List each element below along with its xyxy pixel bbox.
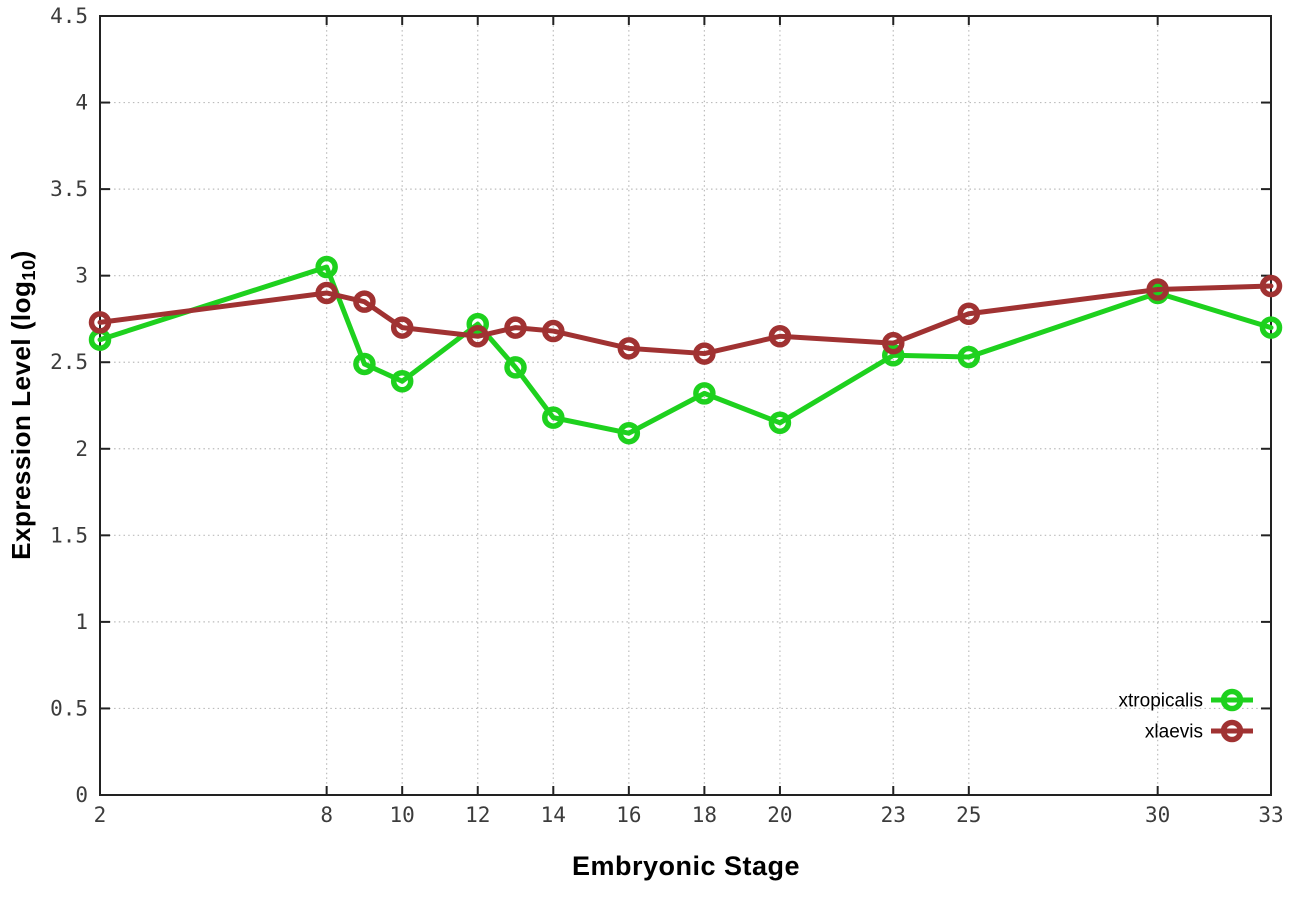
x-tick-label: 23 bbox=[881, 803, 906, 827]
y-tick-label: 0.5 bbox=[50, 696, 88, 720]
x-tick-label: 8 bbox=[320, 803, 333, 827]
y-axis-title-close-paren: ) bbox=[6, 250, 36, 260]
series-xlaevis-marker bbox=[957, 302, 981, 326]
series-xtropicalis-marker bbox=[353, 352, 376, 376]
x-tick-label: 14 bbox=[541, 803, 566, 827]
series-xtropicalis-marker bbox=[504, 356, 527, 379]
series-xlaevis bbox=[88, 274, 1283, 365]
x-tick-label: 16 bbox=[616, 803, 641, 827]
y-tick-labels: 0 0.5 1 1.5 2 2.5 3 3.5 4 4.5 bbox=[50, 4, 88, 807]
series-xtropicalis-marker bbox=[617, 421, 641, 445]
series-xlaevis-marker bbox=[315, 281, 338, 305]
series-xtropicalis-marker bbox=[315, 255, 338, 279]
x-tick-label: 2 bbox=[94, 803, 107, 827]
y-tick-label: 1 bbox=[75, 610, 88, 634]
series-xlaevis-marker bbox=[617, 337, 641, 360]
series-xtropicalis-marker bbox=[466, 312, 489, 336]
series-xtropicalis-marker bbox=[768, 411, 792, 435]
x-tick-labels: 2 8 10 12 14 16 18 20 23 25 30 33 bbox=[94, 803, 1284, 827]
y-tick-label: 4.5 bbox=[50, 4, 88, 28]
x-tick-label: 20 bbox=[767, 803, 792, 827]
x-tick-label: 10 bbox=[390, 803, 415, 827]
y-tick-label: 2 bbox=[75, 437, 88, 461]
series-xtropicalis-marker bbox=[882, 344, 905, 367]
series-xlaevis-marker bbox=[882, 331, 905, 355]
series-xlaevis-marker bbox=[390, 316, 414, 339]
series-xlaevis-line bbox=[97, 283, 1274, 357]
series-xlaevis-marker bbox=[353, 290, 376, 313]
series-xlaevis-marker bbox=[466, 325, 489, 348]
series-xlaevis-marker bbox=[504, 316, 527, 339]
y-tick-label: 0 bbox=[75, 783, 88, 807]
gridlines bbox=[100, 16, 1271, 795]
series-xlaevis-marker bbox=[88, 311, 112, 334]
y-axis-title: Expression Level (log10) bbox=[6, 205, 40, 605]
tick-marks bbox=[99, 15, 1272, 796]
x-axis-title: Embryonic Stage bbox=[571, 851, 801, 881]
y-tick-label: 2.5 bbox=[50, 350, 88, 374]
series-xlaevis-marker bbox=[1146, 278, 1169, 301]
legend-marker-xlaevis bbox=[1220, 719, 1244, 743]
y-tick-label: 4 bbox=[75, 91, 88, 115]
series-xlaevis-marker bbox=[768, 325, 792, 348]
series-xlaevis-marker bbox=[542, 319, 565, 343]
series-xlaevis-marker bbox=[1259, 274, 1283, 298]
y-tick-label: 3.5 bbox=[50, 177, 88, 201]
series-xtropicalis-marker bbox=[693, 382, 716, 405]
legend: xtropicalis xlaevis bbox=[1119, 688, 1253, 743]
legend-marker-xtropicalis bbox=[1220, 688, 1244, 712]
legend-label-xlaevis: xlaevis bbox=[1145, 722, 1203, 743]
series-xtropicalis-marker bbox=[390, 370, 414, 393]
x-tick-label: 33 bbox=[1258, 803, 1283, 827]
x-tick-label: 30 bbox=[1145, 803, 1170, 827]
y-tick-label: 3 bbox=[75, 264, 88, 288]
series-xlaevis-marker bbox=[693, 342, 716, 365]
legend-label-xtropicalis: xtropicalis bbox=[1119, 691, 1203, 712]
y-axis-title-subscript: 10 bbox=[19, 259, 40, 281]
x-tick-label: 18 bbox=[692, 803, 717, 827]
series-xtropicalis-marker bbox=[542, 406, 565, 429]
y-tick-label: 1.5 bbox=[50, 523, 88, 547]
x-tick-label: 12 bbox=[465, 803, 490, 827]
series-xtropicalis-marker bbox=[1259, 316, 1283, 339]
plot-border bbox=[99, 15, 1272, 796]
y-axis-title-main: Expression Level (log bbox=[6, 280, 36, 560]
series-xtropicalis-marker bbox=[957, 345, 981, 369]
x-tick-label: 25 bbox=[956, 803, 981, 827]
